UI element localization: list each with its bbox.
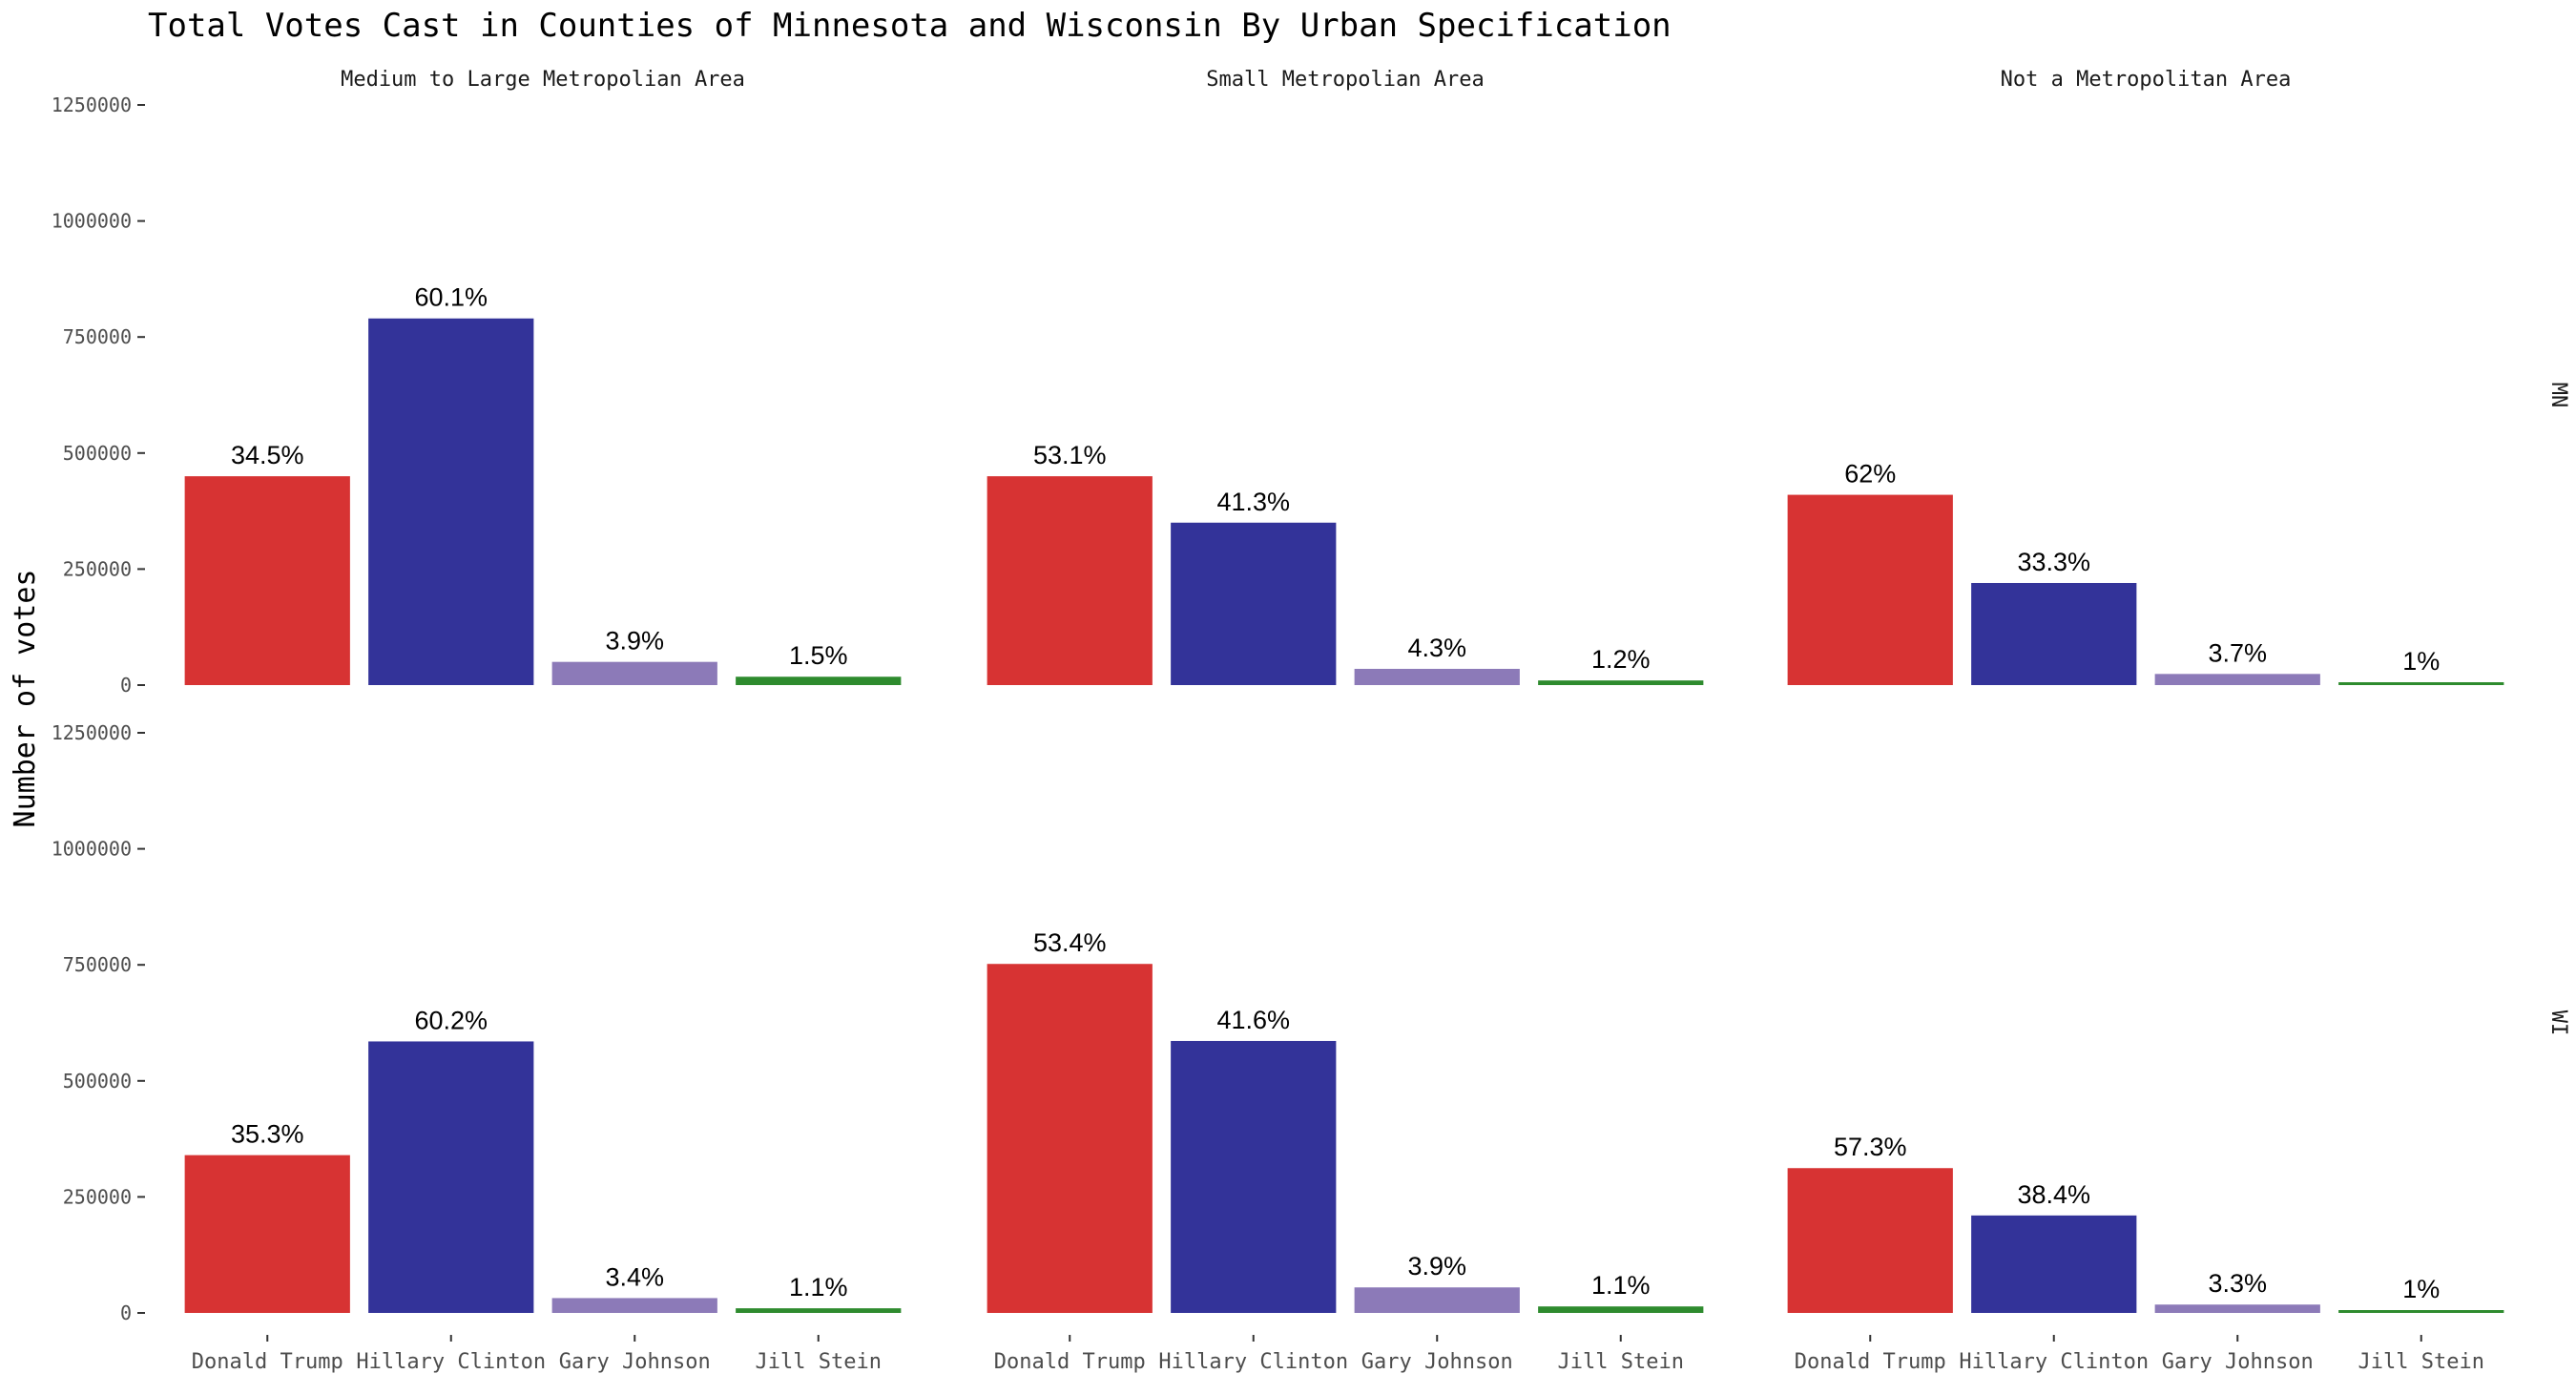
bar xyxy=(1354,1287,1520,1313)
bar xyxy=(987,476,1153,685)
data-label: 3.3% xyxy=(2208,1269,2267,1298)
y-tick-label: 750000 xyxy=(63,953,132,976)
bar xyxy=(2338,682,2504,685)
data-label: 60.2% xyxy=(414,1006,488,1034)
x-tick-label: Jill Stein xyxy=(1558,1350,1684,1374)
x-tick-label: Hillary Clinton xyxy=(1158,1350,1348,1374)
bar xyxy=(987,964,1153,1313)
data-label: 3.9% xyxy=(1407,1252,1466,1280)
x-tick-label: Gary Johnson xyxy=(559,1350,711,1374)
bar xyxy=(551,1298,717,1313)
bar xyxy=(736,677,902,685)
y-tick-label: 250000 xyxy=(63,557,132,580)
bar xyxy=(1538,1306,1704,1313)
y-tick-label: 500000 xyxy=(63,442,132,465)
x-tick-label: Hillary Clinton xyxy=(1959,1350,2149,1374)
bar xyxy=(368,1041,534,1313)
data-label: 1.1% xyxy=(1591,1271,1651,1300)
bar xyxy=(736,1308,902,1313)
bar xyxy=(1787,1168,1953,1313)
bar xyxy=(1971,582,2137,685)
bar xyxy=(1171,1040,1337,1313)
data-label: 57.3% xyxy=(1834,1133,1907,1161)
y-tick-label: 1250000 xyxy=(52,721,132,744)
bar xyxy=(184,476,350,685)
data-label: 53.4% xyxy=(1033,928,1107,957)
data-label: 62% xyxy=(1844,460,1896,489)
chart-title: Total Votes Cast in Counties of Minnesot… xyxy=(148,7,1672,45)
x-tick-label: Jill Stein xyxy=(756,1350,882,1374)
bar xyxy=(1538,680,1704,685)
bar xyxy=(1787,494,1953,685)
bar xyxy=(1354,668,1520,685)
data-label: 34.5% xyxy=(231,441,304,469)
data-label: 33.3% xyxy=(2017,548,2090,576)
plot-layer: Medium to Large Metropolian Area Small Me… xyxy=(52,68,2570,1374)
bar xyxy=(1971,1215,2137,1313)
y-tick-label: 0 xyxy=(120,1301,132,1324)
data-label: 4.3% xyxy=(1407,634,1466,662)
data-label: 60.1% xyxy=(414,283,488,312)
bar xyxy=(184,1155,350,1313)
x-tick-label: Jill Stein xyxy=(2358,1350,2484,1374)
bar xyxy=(2154,1304,2320,1313)
data-label: 3.9% xyxy=(605,627,664,656)
facet-row-label: WI xyxy=(2546,1010,2570,1036)
data-label: 3.7% xyxy=(2208,638,2267,667)
y-tick-label: 0 xyxy=(120,674,132,697)
bar xyxy=(2338,1310,2504,1313)
data-label: 3.4% xyxy=(605,1262,664,1291)
y-tick-label: 500000 xyxy=(63,1070,132,1093)
data-label: 1% xyxy=(2402,1275,2440,1303)
data-label: 53.1% xyxy=(1033,441,1107,469)
facet-column-label: Medium to Large Metropolian Area xyxy=(341,68,745,92)
x-tick-label: Gary Johnson xyxy=(2162,1350,2314,1374)
x-tick-label: Donald Trump xyxy=(1795,1350,1946,1374)
data-label: 1.1% xyxy=(789,1273,848,1301)
facet-column-label: Small Metropolian Area xyxy=(1206,68,1484,92)
y-tick-label: 250000 xyxy=(63,1185,132,1208)
bar xyxy=(551,661,717,685)
data-label: 35.3% xyxy=(231,1120,304,1149)
data-label: 1.5% xyxy=(789,641,848,670)
x-tick-label: Donald Trump xyxy=(994,1350,1146,1374)
data-label: 38.4% xyxy=(2017,1180,2090,1209)
facet-row-label: MN xyxy=(2546,383,2570,408)
data-label: 41.3% xyxy=(1216,488,1290,516)
data-label: 1% xyxy=(2402,647,2440,676)
y-tick-label: 1000000 xyxy=(52,210,132,233)
data-label: 1.2% xyxy=(1591,645,1651,674)
facet-column-label: Not a Metropolitan Area xyxy=(2001,68,2292,92)
y-tick-label: 750000 xyxy=(63,325,132,348)
y-tick-label: 1000000 xyxy=(52,838,132,861)
x-tick-label: Hillary Clinton xyxy=(356,1350,546,1374)
x-tick-label: Donald Trump xyxy=(192,1350,343,1374)
y-axis-label: Number of votes xyxy=(9,570,42,828)
data-label: 41.6% xyxy=(1216,1006,1290,1034)
y-tick-label: 1250000 xyxy=(52,94,132,116)
bar xyxy=(368,318,534,685)
bar xyxy=(2154,674,2320,685)
bar xyxy=(1171,522,1337,685)
x-tick-label: Gary Johnson xyxy=(1361,1350,1513,1374)
